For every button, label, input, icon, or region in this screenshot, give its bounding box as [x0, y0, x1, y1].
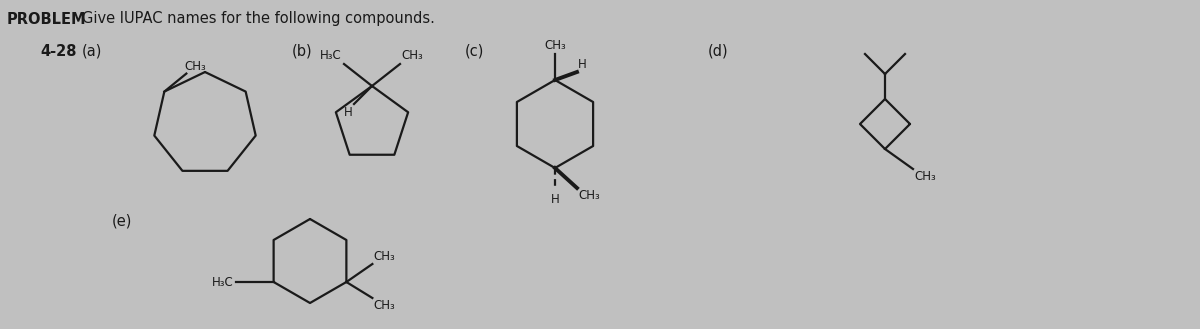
Text: H: H — [551, 193, 559, 206]
Text: H: H — [344, 106, 353, 119]
Text: (c): (c) — [466, 43, 485, 59]
Text: CH₃: CH₃ — [578, 189, 600, 202]
Text: CH₃: CH₃ — [373, 250, 395, 263]
Text: Give IUPAC names for the following compounds.: Give IUPAC names for the following compo… — [82, 12, 434, 27]
Text: 4-28: 4-28 — [40, 43, 77, 59]
Text: CH₃: CH₃ — [185, 60, 206, 73]
Text: H: H — [578, 58, 587, 71]
Text: (e): (e) — [112, 214, 132, 229]
Text: (a): (a) — [82, 43, 102, 59]
Text: CH₃: CH₃ — [914, 170, 936, 183]
Text: CH₃: CH₃ — [373, 299, 395, 312]
Text: (b): (b) — [292, 43, 313, 59]
Text: PROBLEM: PROBLEM — [7, 12, 86, 27]
Text: H₃C: H₃C — [212, 275, 234, 289]
Text: H₃C: H₃C — [320, 49, 342, 62]
Text: CH₃: CH₃ — [401, 49, 422, 62]
Text: CH₃: CH₃ — [544, 39, 566, 52]
Text: (d): (d) — [708, 43, 728, 59]
